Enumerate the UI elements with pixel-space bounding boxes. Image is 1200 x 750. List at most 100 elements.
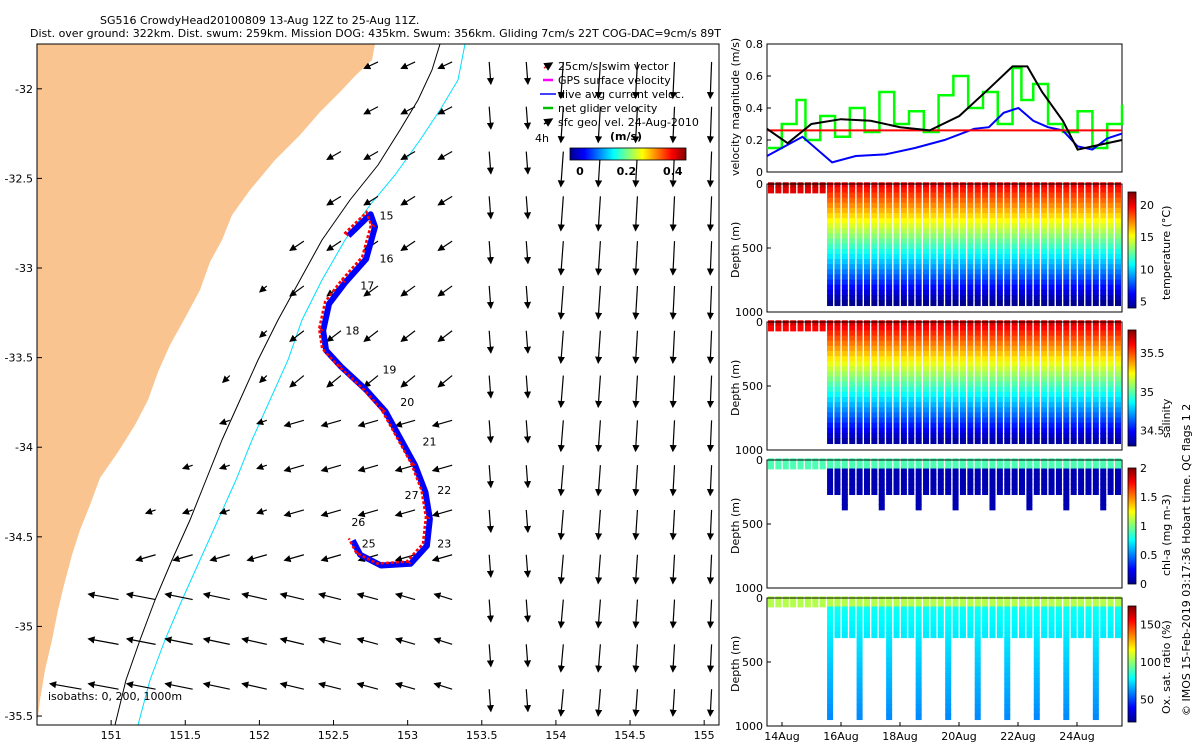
profile-cell	[1019, 207, 1026, 214]
profile-cell	[1092, 233, 1099, 240]
profile-cell	[1019, 274, 1026, 281]
profile-cell	[945, 182, 952, 189]
profile-cell	[1041, 182, 1048, 189]
profile-cell	[1063, 601, 1070, 608]
profile-cell	[1026, 606, 1033, 613]
profile-cell	[952, 238, 959, 245]
profile-cell	[900, 197, 907, 204]
profile-cell	[849, 197, 856, 204]
velocity-vector	[48, 681, 82, 690]
profile-cell	[974, 662, 981, 669]
profile-cell	[915, 606, 922, 613]
profile-cell	[893, 300, 900, 307]
profile-cell	[1011, 463, 1018, 470]
profile-cell	[804, 182, 811, 189]
profile-cell	[915, 253, 922, 260]
profile-cell	[952, 213, 959, 219]
profile-cell	[900, 279, 907, 286]
profile-cell	[871, 243, 878, 250]
profile-cell	[886, 335, 893, 342]
profile-cell	[974, 596, 981, 603]
profile-cell	[1019, 468, 1026, 475]
velocity-vector	[632, 61, 640, 100]
profile-cell	[945, 708, 952, 715]
map-x-tick-label: 153	[397, 729, 418, 742]
profile-cell	[982, 627, 989, 633]
profile-cell	[923, 335, 930, 342]
profile-cell	[1092, 182, 1099, 189]
profile-cell	[893, 381, 900, 388]
profile-cell	[967, 207, 974, 214]
profile-cell	[1107, 606, 1114, 613]
profile-cell	[841, 238, 848, 245]
profile-cell	[856, 468, 863, 475]
profile-cell	[989, 330, 996, 337]
profile-cell	[982, 432, 989, 439]
velocity-vector	[125, 636, 156, 645]
profile-cell	[1115, 412, 1121, 419]
profile-cell	[1063, 197, 1070, 204]
profile-cell	[1055, 381, 1062, 388]
profile-cell	[863, 371, 870, 378]
velocity-series-blue	[766, 106, 1123, 164]
profile-cell	[908, 386, 915, 393]
profile-cell	[1092, 673, 1099, 680]
profile-cell	[1107, 417, 1114, 424]
profile-cell	[878, 489, 885, 495]
profile-cell	[1033, 422, 1040, 429]
profile-cell	[996, 202, 1003, 209]
profile-cell	[834, 361, 841, 368]
profile-cell	[1004, 351, 1011, 357]
profile-cell	[1092, 611, 1099, 618]
profile-cell	[967, 351, 974, 357]
profile-cell	[1115, 468, 1121, 475]
profile-cell	[841, 228, 848, 235]
profile-cell	[819, 596, 826, 603]
temperature-colorbar-tick: 15	[1140, 231, 1154, 244]
profile-cell	[1011, 207, 1018, 214]
profile-cell	[1107, 412, 1114, 419]
profile-cell	[834, 381, 841, 388]
profile-cell	[1033, 294, 1040, 301]
profile-cell	[1115, 397, 1121, 404]
profile-cell	[915, 187, 922, 194]
map-x-tick-label: 152.5	[318, 729, 350, 742]
profile-cell	[856, 248, 863, 255]
profile-cell	[856, 259, 863, 266]
profile-cell	[886, 300, 893, 307]
profile-cell	[915, 468, 922, 475]
profile-cell	[959, 259, 966, 266]
profile-cell	[1085, 238, 1092, 245]
profile-cell	[1033, 703, 1040, 710]
velocity-vector	[394, 681, 416, 690]
velocity-vector	[523, 509, 532, 534]
profile-cell	[1041, 279, 1048, 286]
day-label: 25	[362, 538, 376, 551]
profile-cell	[1078, 202, 1085, 209]
day-label: 26	[351, 516, 365, 529]
profile-cell	[937, 412, 944, 419]
profile-cell	[952, 627, 959, 633]
profile-cell	[1026, 412, 1033, 419]
profile-cell	[1063, 182, 1070, 189]
profile-cell	[856, 407, 863, 414]
profile-cell	[856, 207, 863, 214]
profile-cell	[834, 238, 841, 245]
profile-cell	[1107, 601, 1114, 608]
profile-cell	[967, 627, 974, 633]
profile-cell	[878, 274, 885, 281]
profile-cell	[1026, 371, 1033, 378]
profile-cell	[908, 616, 915, 623]
profile-cell	[982, 611, 989, 618]
profile-cell	[849, 366, 856, 373]
profile-cell	[930, 468, 937, 475]
profile-cell	[893, 468, 900, 475]
profile-cell	[1063, 345, 1070, 352]
profile-cell	[856, 376, 863, 383]
profile-cell	[1048, 397, 1055, 404]
profile-cell	[1033, 678, 1040, 685]
profile-cell	[974, 637, 981, 644]
profile-cell	[1078, 218, 1085, 225]
profile-cell	[1004, 320, 1011, 327]
velocity-vector	[256, 418, 267, 426]
